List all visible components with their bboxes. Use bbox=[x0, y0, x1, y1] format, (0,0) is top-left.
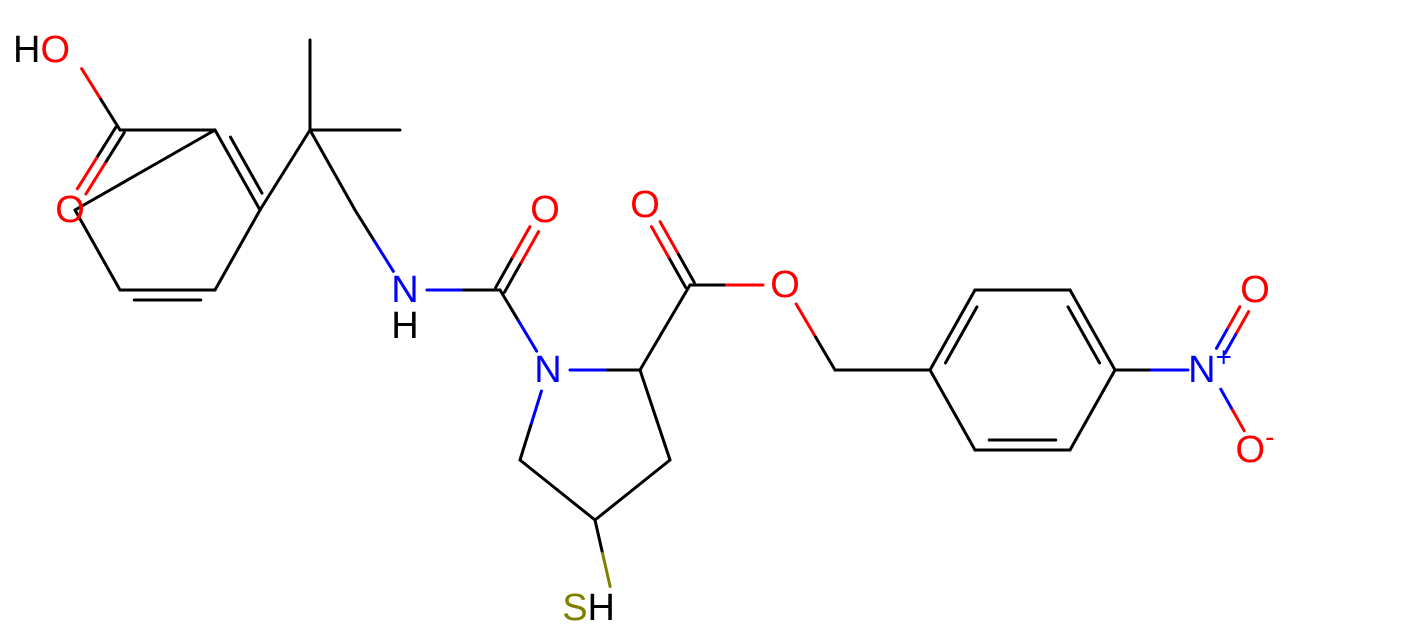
atom-O_nitro_dbl: O bbox=[1240, 269, 1270, 311]
atom-O_nitro_neg: O- bbox=[1236, 421, 1275, 471]
atom-N_tertiary: N bbox=[534, 349, 561, 391]
molecule-diagram: HOONHONSHOON+OO- bbox=[0, 0, 1410, 638]
svg-text:O: O bbox=[770, 264, 800, 306]
svg-text:N: N bbox=[534, 349, 561, 391]
svg-text:O: O bbox=[55, 189, 85, 231]
atom-O_amide_dbl: O bbox=[530, 189, 560, 231]
atom-O_hydroxyl: HO bbox=[13, 29, 70, 71]
atom-O_carbamate_ether: O bbox=[770, 264, 800, 306]
svg-text:HO: HO bbox=[13, 29, 70, 71]
atom-N_amide: NH bbox=[391, 269, 418, 347]
svg-text:O-: O- bbox=[1236, 421, 1275, 471]
svg-text:SH: SH bbox=[562, 587, 615, 629]
atom-O_acid_dbl: O bbox=[55, 189, 85, 231]
svg-text:H: H bbox=[391, 305, 418, 347]
atom-O_carbamate_dbl: O bbox=[630, 184, 660, 226]
svg-text:O: O bbox=[1240, 269, 1270, 311]
atom-SH: SH bbox=[562, 587, 615, 629]
svg-text:O: O bbox=[530, 189, 560, 231]
svg-text:O: O bbox=[630, 184, 660, 226]
svg-text:N+: N+ bbox=[1188, 341, 1232, 391]
atom-N_nitro: N+ bbox=[1188, 341, 1232, 391]
